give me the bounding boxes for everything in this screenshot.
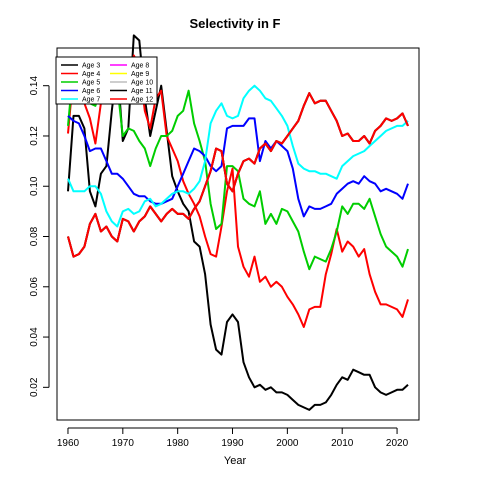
y-tick-label: 0.08 <box>29 226 40 246</box>
series-line-age-5 <box>67 64 409 271</box>
series-line-age-12 <box>67 92 409 258</box>
legend-label: Age 8 <box>131 63 149 70</box>
y-axis: 0.02 0.04 0.06 0.08 0.10 0.12 0.14 <box>29 76 50 397</box>
y-tick-label: 0.14 <box>29 76 40 96</box>
y-tick-label: 0.12 <box>29 126 40 146</box>
chart-title: Selectivity in F <box>189 16 280 31</box>
y-tick-label: 0.02 <box>29 377 40 397</box>
x-tick-label: 1970 <box>112 438 135 449</box>
legend-label: Age 7 <box>82 97 100 104</box>
legend-label: Age 9 <box>131 71 149 78</box>
y-tick-label: 0.04 <box>29 327 40 347</box>
x-tick-label: 2000 <box>276 438 299 449</box>
series-line-age-3 <box>67 34 409 411</box>
series-line-age-7 <box>67 84 409 228</box>
x-tick-label: 1990 <box>221 438 244 449</box>
x-tick-label: 2010 <box>331 438 354 449</box>
y-tick-label: 0.06 <box>29 277 40 297</box>
x-tick-label: 2020 <box>386 438 409 449</box>
legend-label: Age 5 <box>82 80 100 87</box>
x-tick-label: 1980 <box>167 438 190 449</box>
legend-label: Age 11 <box>131 88 153 95</box>
plot-lines <box>67 34 409 411</box>
legend-box <box>55 56 158 105</box>
x-axis-label: Year <box>224 455 247 467</box>
legend-label: Age 4 <box>82 71 100 78</box>
legend-label: Age 3 <box>82 63 100 70</box>
series-line-age-6 <box>67 115 409 218</box>
x-axis: 1960 1970 1980 1990 2000 2010 2020 <box>57 427 409 449</box>
plot-frame <box>56 47 420 421</box>
legend-label: Age 12 <box>131 97 153 104</box>
y-tick-label: 0.10 <box>29 176 40 196</box>
x-tick-label: 1960 <box>57 438 80 449</box>
legend-label: Age 6 <box>82 88 100 95</box>
legend-label: Age 10 <box>131 80 153 87</box>
